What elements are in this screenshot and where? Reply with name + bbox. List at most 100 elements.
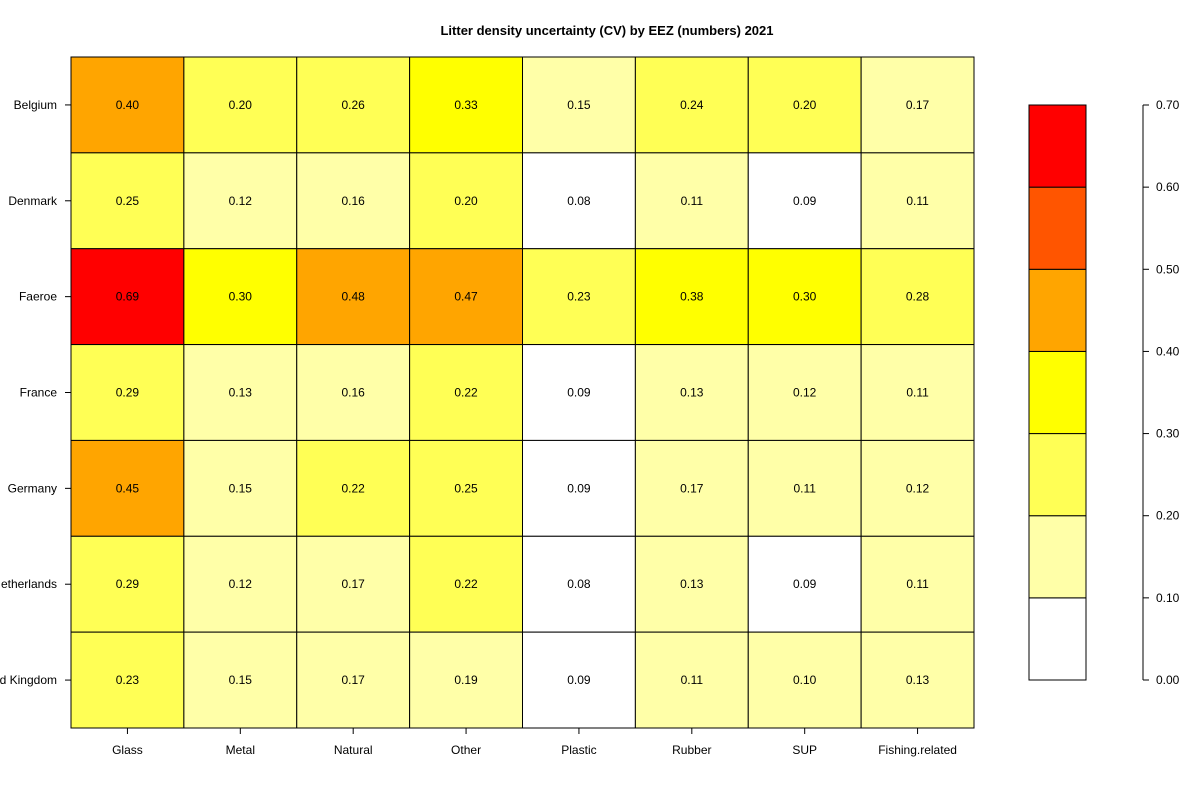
cell-value-label: 0.08 [567, 194, 591, 208]
cell-value-label: 0.19 [454, 673, 478, 687]
cell-value-label: 0.09 [567, 673, 591, 687]
column-label: Natural [334, 743, 373, 757]
cell-value-label: 0.11 [906, 577, 929, 591]
column-label: Glass [112, 743, 143, 757]
cell-value-label: 0.13 [680, 386, 704, 400]
cell-value-label: 0.15 [229, 481, 253, 495]
heatmap-cell [409, 248, 523, 346]
heatmap-cell [296, 439, 411, 537]
cell-value-label: 0.11 [906, 194, 929, 208]
cell-value-label: 0.30 [793, 290, 817, 304]
legend-tick-label: 0.20 [1156, 509, 1180, 523]
legend-tick-label: 0.10 [1156, 591, 1180, 605]
cell-value-label: 0.22 [454, 577, 478, 591]
cell-value-label: 0.11 [793, 481, 816, 495]
heatmap-cell [70, 631, 185, 729]
column-label: SUP [792, 743, 817, 757]
legend-color-bin [1028, 186, 1087, 270]
heatmap-cell [747, 631, 862, 729]
cell-value-label: 0.26 [342, 98, 366, 112]
legend-tick-label: 0.00 [1156, 673, 1180, 687]
cell-value-label: 0.11 [906, 386, 929, 400]
cell-value-label: 0.09 [793, 194, 817, 208]
cell-value-label: 0.30 [229, 290, 253, 304]
cell-value-label: 0.13 [906, 673, 930, 687]
heatmap-cell [860, 152, 975, 250]
heatmap-cell [522, 152, 636, 250]
row-label: d Kingdom [0, 673, 57, 687]
cell-value-label: 0.69 [116, 290, 140, 304]
column-label: Plastic [561, 743, 596, 757]
cell-value-label: 0.16 [342, 194, 366, 208]
heatmap-cell [522, 439, 636, 537]
heatmap-cell [860, 439, 975, 537]
cell-value-label: 0.13 [680, 577, 704, 591]
heatmap-cell [860, 631, 975, 729]
row-label: Belgium [14, 98, 57, 112]
heatmap-cell [70, 56, 185, 154]
row-label: etherlands [1, 577, 57, 591]
heatmap-cell [522, 535, 636, 633]
heatmap-cell [296, 248, 411, 346]
heatmap-cell [70, 344, 185, 441]
legend-color-bin [1028, 433, 1087, 517]
heatmap-cell [634, 439, 749, 537]
cell-value-label: 0.20 [229, 98, 253, 112]
heatmap-cell [634, 248, 749, 346]
heatmap-cell [860, 535, 975, 633]
heatmap-cell [634, 535, 749, 633]
cell-value-label: 0.08 [567, 577, 591, 591]
cell-value-label: 0.23 [567, 290, 591, 304]
heatmap-cell [409, 439, 523, 537]
cell-value-label: 0.25 [454, 481, 478, 495]
cell-value-label: 0.11 [681, 673, 704, 687]
heatmap-cell [522, 344, 636, 441]
heatmap-cell [409, 56, 523, 154]
cell-value-label: 0.23 [116, 673, 140, 687]
chart-title: Litter density uncertainty (CV) by EEZ (… [440, 23, 773, 38]
legend-color-bin [1028, 597, 1087, 681]
cell-value-label: 0.48 [342, 290, 366, 304]
cell-value-label: 0.45 [116, 481, 140, 495]
heatmap-cell [634, 631, 749, 729]
cell-value-label: 0.33 [454, 98, 478, 112]
heatmap-cell [747, 248, 862, 346]
heatmap-cell [747, 152, 862, 250]
cell-value-label: 0.15 [567, 98, 591, 112]
heatmap-cell [183, 152, 298, 250]
row-label: Germany [8, 481, 57, 495]
cell-value-label: 0.24 [680, 98, 704, 112]
heatmap-cell [522, 248, 636, 346]
heatmap-cell [860, 248, 975, 346]
heatmap-cell [183, 56, 298, 154]
cell-value-label: 0.40 [116, 98, 140, 112]
column-label: Other [451, 743, 481, 757]
cell-value-label: 0.11 [681, 194, 704, 208]
row-label: Denmark [8, 194, 58, 208]
cell-value-label: 0.17 [906, 98, 930, 112]
heatmap-cell [296, 344, 411, 441]
cell-value-label: 0.22 [342, 481, 366, 495]
heatmap-cell [296, 631, 411, 729]
legend-color-bin [1028, 350, 1087, 435]
column-labels: Glass Metal Natural Other Plastic Rubber SUP Fi… [112, 728, 957, 757]
heatmap-cell [860, 56, 975, 154]
cell-value-label: 0.12 [906, 481, 930, 495]
heatmap-cells: 0.40 0.20 0.26 0.33 0.15 0.24 0.20 0.17 0.25 0.12… [70, 56, 975, 729]
heatmap-cell [183, 631, 298, 729]
cell-value-label: 0.12 [793, 386, 817, 400]
cell-value-label: 0.28 [906, 290, 930, 304]
heatmap-cell [747, 535, 862, 633]
cell-value-label: 0.10 [793, 673, 817, 687]
cell-value-label: 0.17 [342, 577, 366, 591]
heatmap-cell [296, 56, 411, 154]
cell-value-label: 0.20 [454, 194, 478, 208]
heatmap-cell [409, 152, 523, 250]
heatmap-cell [522, 631, 636, 729]
row-labels: Belgium Denmark Faeroe France Germany etherla… [0, 98, 71, 687]
cell-value-label: 0.17 [680, 481, 704, 495]
heatmap-cell [634, 152, 749, 250]
cell-value-label: 0.12 [229, 577, 253, 591]
row-label: France [20, 386, 58, 400]
column-label: Metal [226, 743, 255, 757]
